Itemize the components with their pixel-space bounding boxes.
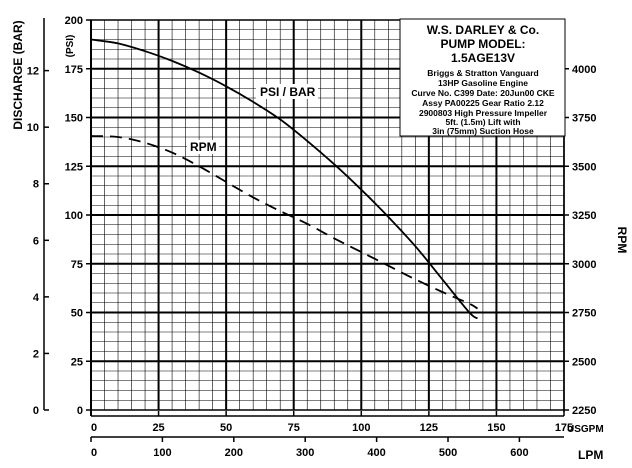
rpm-tick-label: 3750 bbox=[572, 113, 596, 125]
psi-tick-label: 200 bbox=[65, 15, 83, 27]
psi-tick-label: 125 bbox=[65, 161, 83, 173]
series-label-rpm: RPM bbox=[190, 140, 217, 154]
usgpm-tick-label: 75 bbox=[288, 422, 300, 434]
usgpm-tick-label: 150 bbox=[487, 422, 505, 434]
rpm-label-bg bbox=[187, 140, 219, 154]
lpm-tick-label: 500 bbox=[439, 447, 457, 459]
lpm-tick-label: 100 bbox=[153, 447, 171, 459]
x-axis-title-lpm: LPM bbox=[578, 448, 603, 462]
info-box-model-label: PUMP MODEL: bbox=[440, 37, 525, 51]
rpm-curve bbox=[90, 135, 479, 310]
tick-labels: 0255075100125150175200024681012225025002… bbox=[27, 15, 597, 459]
psi-tick-label: 50 bbox=[71, 308, 83, 320]
bar-tick-label: 2 bbox=[33, 348, 39, 360]
usgpm-tick-label: 25 bbox=[152, 422, 164, 434]
usgpm-tick-label: 0 bbox=[91, 422, 97, 434]
info-box-model: 1.5AGE13V bbox=[451, 51, 515, 65]
psi-tick-label: 25 bbox=[71, 356, 83, 368]
bar-tick-label: 6 bbox=[33, 235, 39, 247]
grid bbox=[90, 19, 565, 411]
info-box-line: Curve No. C399 Date: 20Jun00 CKE bbox=[411, 88, 554, 98]
y-axis-title-rpm: RPM bbox=[615, 227, 629, 254]
info-box-line: Briggs & Stratton Vanguard bbox=[427, 68, 538, 78]
bar-tick-label: 0 bbox=[33, 405, 39, 417]
x-axis-title-usgpm: USGPM bbox=[567, 424, 604, 435]
info-box-line: 5ft. (1.5m) Lift with bbox=[445, 117, 520, 127]
rpm-tick-label: 3000 bbox=[572, 259, 596, 271]
bar-tick-label: 10 bbox=[27, 122, 39, 134]
series-label-psi: PSI / BAR bbox=[260, 85, 316, 99]
usgpm-tick-label: 125 bbox=[420, 422, 438, 434]
info-box-line: Assy PA00225 Gear Ratio 2.12 bbox=[422, 98, 544, 108]
rpm-tick-label: 3250 bbox=[572, 210, 596, 222]
bar-tick-label: 8 bbox=[33, 179, 39, 191]
psi-label-bg bbox=[256, 84, 318, 99]
psi-tick-label: 100 bbox=[65, 210, 83, 222]
psi-tick-label: 75 bbox=[71, 259, 83, 271]
usgpm-tick-label: 100 bbox=[352, 422, 370, 434]
lpm-tick-label: 600 bbox=[510, 447, 528, 459]
series-layer bbox=[90, 38, 479, 320]
rpm-tick-label: 3500 bbox=[572, 161, 596, 173]
info-box-line: 13HP Gasoline Engine bbox=[438, 78, 528, 88]
lpm-tick-label: 300 bbox=[296, 447, 314, 459]
info-box-line: 3in (75mm) Suction Hose bbox=[432, 126, 534, 136]
bar-tick-label: 4 bbox=[33, 292, 40, 304]
y-axis-title-psi: (PSI) bbox=[65, 35, 76, 58]
info-box: W.S. DARLEY & Co. PUMP MODEL: 1.5AGE13V … bbox=[399, 18, 566, 137]
y-axis-title-bar: DISCHARGE (BAR) bbox=[11, 20, 25, 129]
psi-curve bbox=[90, 38, 479, 320]
psi-tick-label: 175 bbox=[65, 64, 83, 76]
rpm-tick-label: 2750 bbox=[572, 308, 596, 320]
lpm-tick-label: 0 bbox=[91, 447, 97, 459]
psi-tick-label: 0 bbox=[77, 405, 83, 417]
lpm-tick-label: 400 bbox=[367, 447, 385, 459]
usgpm-tick-label: 175 bbox=[555, 422, 573, 434]
lpm-tick-label: 200 bbox=[225, 447, 243, 459]
usgpm-tick-label: 50 bbox=[220, 422, 232, 434]
rpm-tick-label: 4000 bbox=[572, 64, 596, 76]
info-box-title: W.S. DARLEY & Co. bbox=[427, 23, 539, 37]
bar-tick-label: 12 bbox=[27, 66, 39, 78]
rpm-tick-label: 2250 bbox=[572, 405, 596, 417]
info-box-line: 2900803 High Pressure Impeller bbox=[419, 108, 548, 118]
rpm-tick-label: 2500 bbox=[572, 356, 596, 368]
psi-tick-label: 150 bbox=[65, 113, 83, 125]
